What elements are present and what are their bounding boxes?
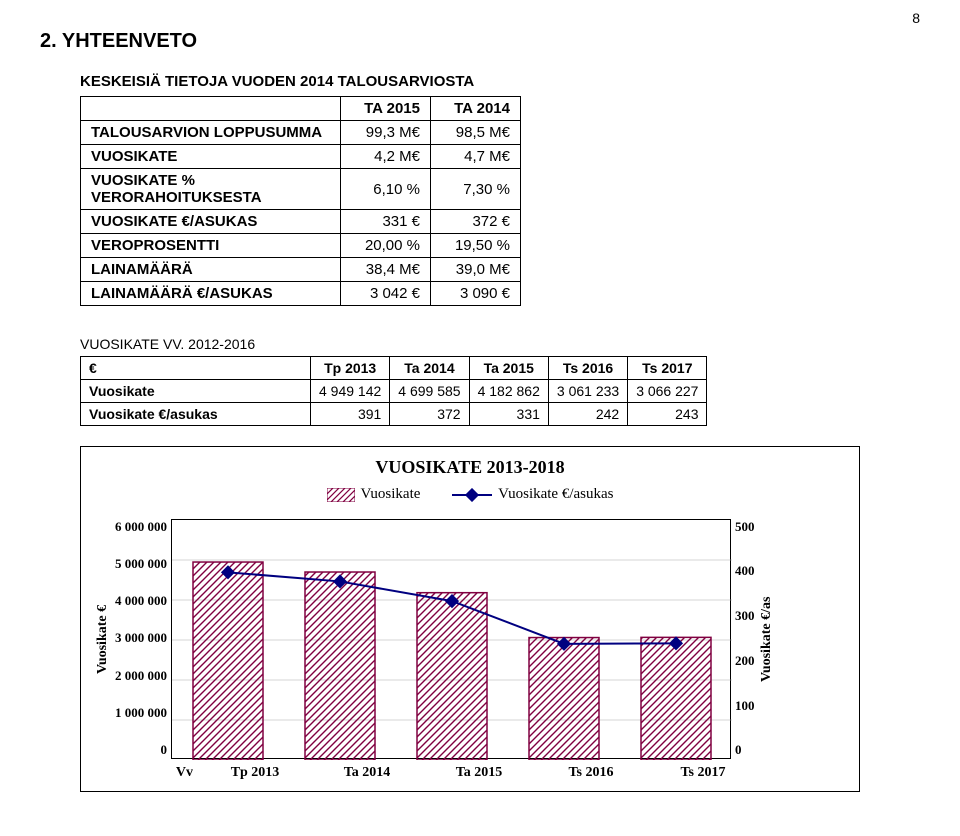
table-cell: 99,3 M€	[341, 121, 431, 145]
table-cell: 98,5 M€	[431, 121, 521, 145]
table2-col-header: Ta 2014	[390, 357, 469, 380]
legend-series1: Vuosikate	[327, 486, 421, 503]
y-tick-left: 1 000 000	[115, 705, 167, 721]
table-cell: 39,0 M€	[431, 258, 521, 282]
table-cell: 3 090 €	[431, 282, 521, 306]
chart-bar	[641, 637, 711, 760]
x-axis-ticks: Tp 2013Ta 2014Ta 2015Ts 2016Ts 2017	[199, 765, 759, 781]
y-tick-right: 300	[735, 608, 755, 624]
table2-col-header: Ta 2015	[469, 357, 548, 380]
x-tick: Ts 2017	[647, 765, 759, 781]
table-cell: 372 €	[431, 210, 521, 234]
legend-series2: Vuosikate €/asukas	[452, 486, 613, 503]
page-number: 8	[912, 10, 920, 26]
table-cell: 38,4 M€	[341, 258, 431, 282]
table2-col-header: Tp 2013	[311, 357, 390, 380]
table-cell: 6,10 %	[341, 169, 431, 210]
y-tick-right: 100	[735, 698, 755, 714]
x-tick: Ta 2015	[423, 765, 535, 781]
table-row-label: VUOSIKATE €/ASUKAS	[81, 210, 341, 234]
x-tick: Ta 2014	[311, 765, 423, 781]
table2-row-label: Vuosikate €/asukas	[81, 403, 311, 426]
y-tick-right: 0	[735, 742, 755, 758]
chart-bar	[193, 562, 263, 760]
chart-bar	[305, 572, 375, 760]
table-row-label: LAINAMÄÄRÄ €/ASUKAS	[81, 282, 341, 306]
y-axis-left-ticks: 6 000 000 5 000 000 4 000 000 3 000 000 2 00…	[115, 519, 171, 759]
main-heading: 2. YHTEENVETO	[40, 30, 920, 53]
legend-series2-label: Vuosikate €/asukas	[498, 486, 613, 503]
chart-container: VUOSIKATE 2013-2018 Vuosikate Vuosikate …	[80, 446, 860, 792]
y-tick-left: 4 000 000	[115, 593, 167, 609]
table2-cell: 4 699 585	[390, 380, 469, 403]
table2-row-label: Vuosikate	[81, 380, 311, 403]
table-cell: 3 042 €	[341, 282, 431, 306]
table-cell: 19,50 %	[431, 234, 521, 258]
legend-series1-label: Vuosikate	[361, 486, 421, 503]
table2-title: VUOSIKATE VV. 2012-2016	[80, 336, 920, 352]
table2-cell: 391	[311, 403, 390, 426]
table-row-label: LAINAMÄÄRÄ	[81, 258, 341, 282]
table1-col1-header: TA 2015	[341, 97, 431, 121]
y-tick-right: 200	[735, 653, 755, 669]
y-tick-left: 6 000 000	[115, 519, 167, 535]
yearly-table: €Tp 2013Ta 2014Ta 2015Ts 2016Ts 2017 Vuo…	[80, 356, 707, 426]
y-axis-left-label: Vuosikate €	[91, 519, 115, 759]
table2-cell: 331	[469, 403, 548, 426]
chart-bar	[417, 592, 487, 759]
y-tick-left: 3 000 000	[115, 630, 167, 646]
y-axis-right-ticks: 500 400 300 200 100 0	[731, 519, 755, 759]
table2-cell: 242	[548, 403, 627, 426]
table-cell: 4,2 M€	[341, 145, 431, 169]
table-cell: 331 €	[341, 210, 431, 234]
chart-plot-area	[171, 519, 731, 759]
table1-col2-header: TA 2014	[431, 97, 521, 121]
summary-table: TA 2015 TA 2014 TALOUSARVION LOPPUSUMMA9…	[80, 96, 521, 306]
x-axis-label: Vv	[91, 765, 199, 781]
x-tick: Ts 2016	[535, 765, 647, 781]
table-row-label: VUOSIKATE	[81, 145, 341, 169]
table-cell: 7,30 %	[431, 169, 521, 210]
table2-cell: 3 066 227	[628, 380, 707, 403]
table-row-label: VUOSIKATE % VERORAHOITUKSESTA	[81, 169, 341, 210]
y-tick-right: 500	[735, 519, 755, 535]
chart-title: VUOSIKATE 2013-2018	[91, 457, 849, 478]
table2-cell: 3 061 233	[548, 380, 627, 403]
y-tick-right: 400	[735, 563, 755, 579]
x-tick: Tp 2013	[199, 765, 311, 781]
table2-cell: 243	[628, 403, 707, 426]
table-row-label: TALOUSARVION LOPPUSUMMA	[81, 121, 341, 145]
chart-bar	[529, 637, 599, 759]
y-tick-left: 2 000 000	[115, 668, 167, 684]
table2-cell: 4 949 142	[311, 380, 390, 403]
chart-legend: Vuosikate Vuosikate €/asukas	[91, 486, 849, 507]
y-tick-left: 0	[115, 742, 167, 758]
table-cell: 20,00 %	[341, 234, 431, 258]
y-tick-left: 5 000 000	[115, 556, 167, 572]
table2-unit-header: €	[81, 357, 311, 380]
table-cell: 4,7 M€	[431, 145, 521, 169]
table2-cell: 372	[390, 403, 469, 426]
table-row-label: VEROPROSENTTI	[81, 234, 341, 258]
table2-col-header: Ts 2017	[628, 357, 707, 380]
table1-title: KESKEISIÄ TIETOJA VUODEN 2014 TALOUSARVI…	[80, 73, 920, 90]
y-axis-right-label: Vuosikate €/as	[755, 519, 779, 759]
table2-col-header: Ts 2016	[548, 357, 627, 380]
table2-cell: 4 182 862	[469, 380, 548, 403]
table1-empty-header	[81, 97, 341, 121]
